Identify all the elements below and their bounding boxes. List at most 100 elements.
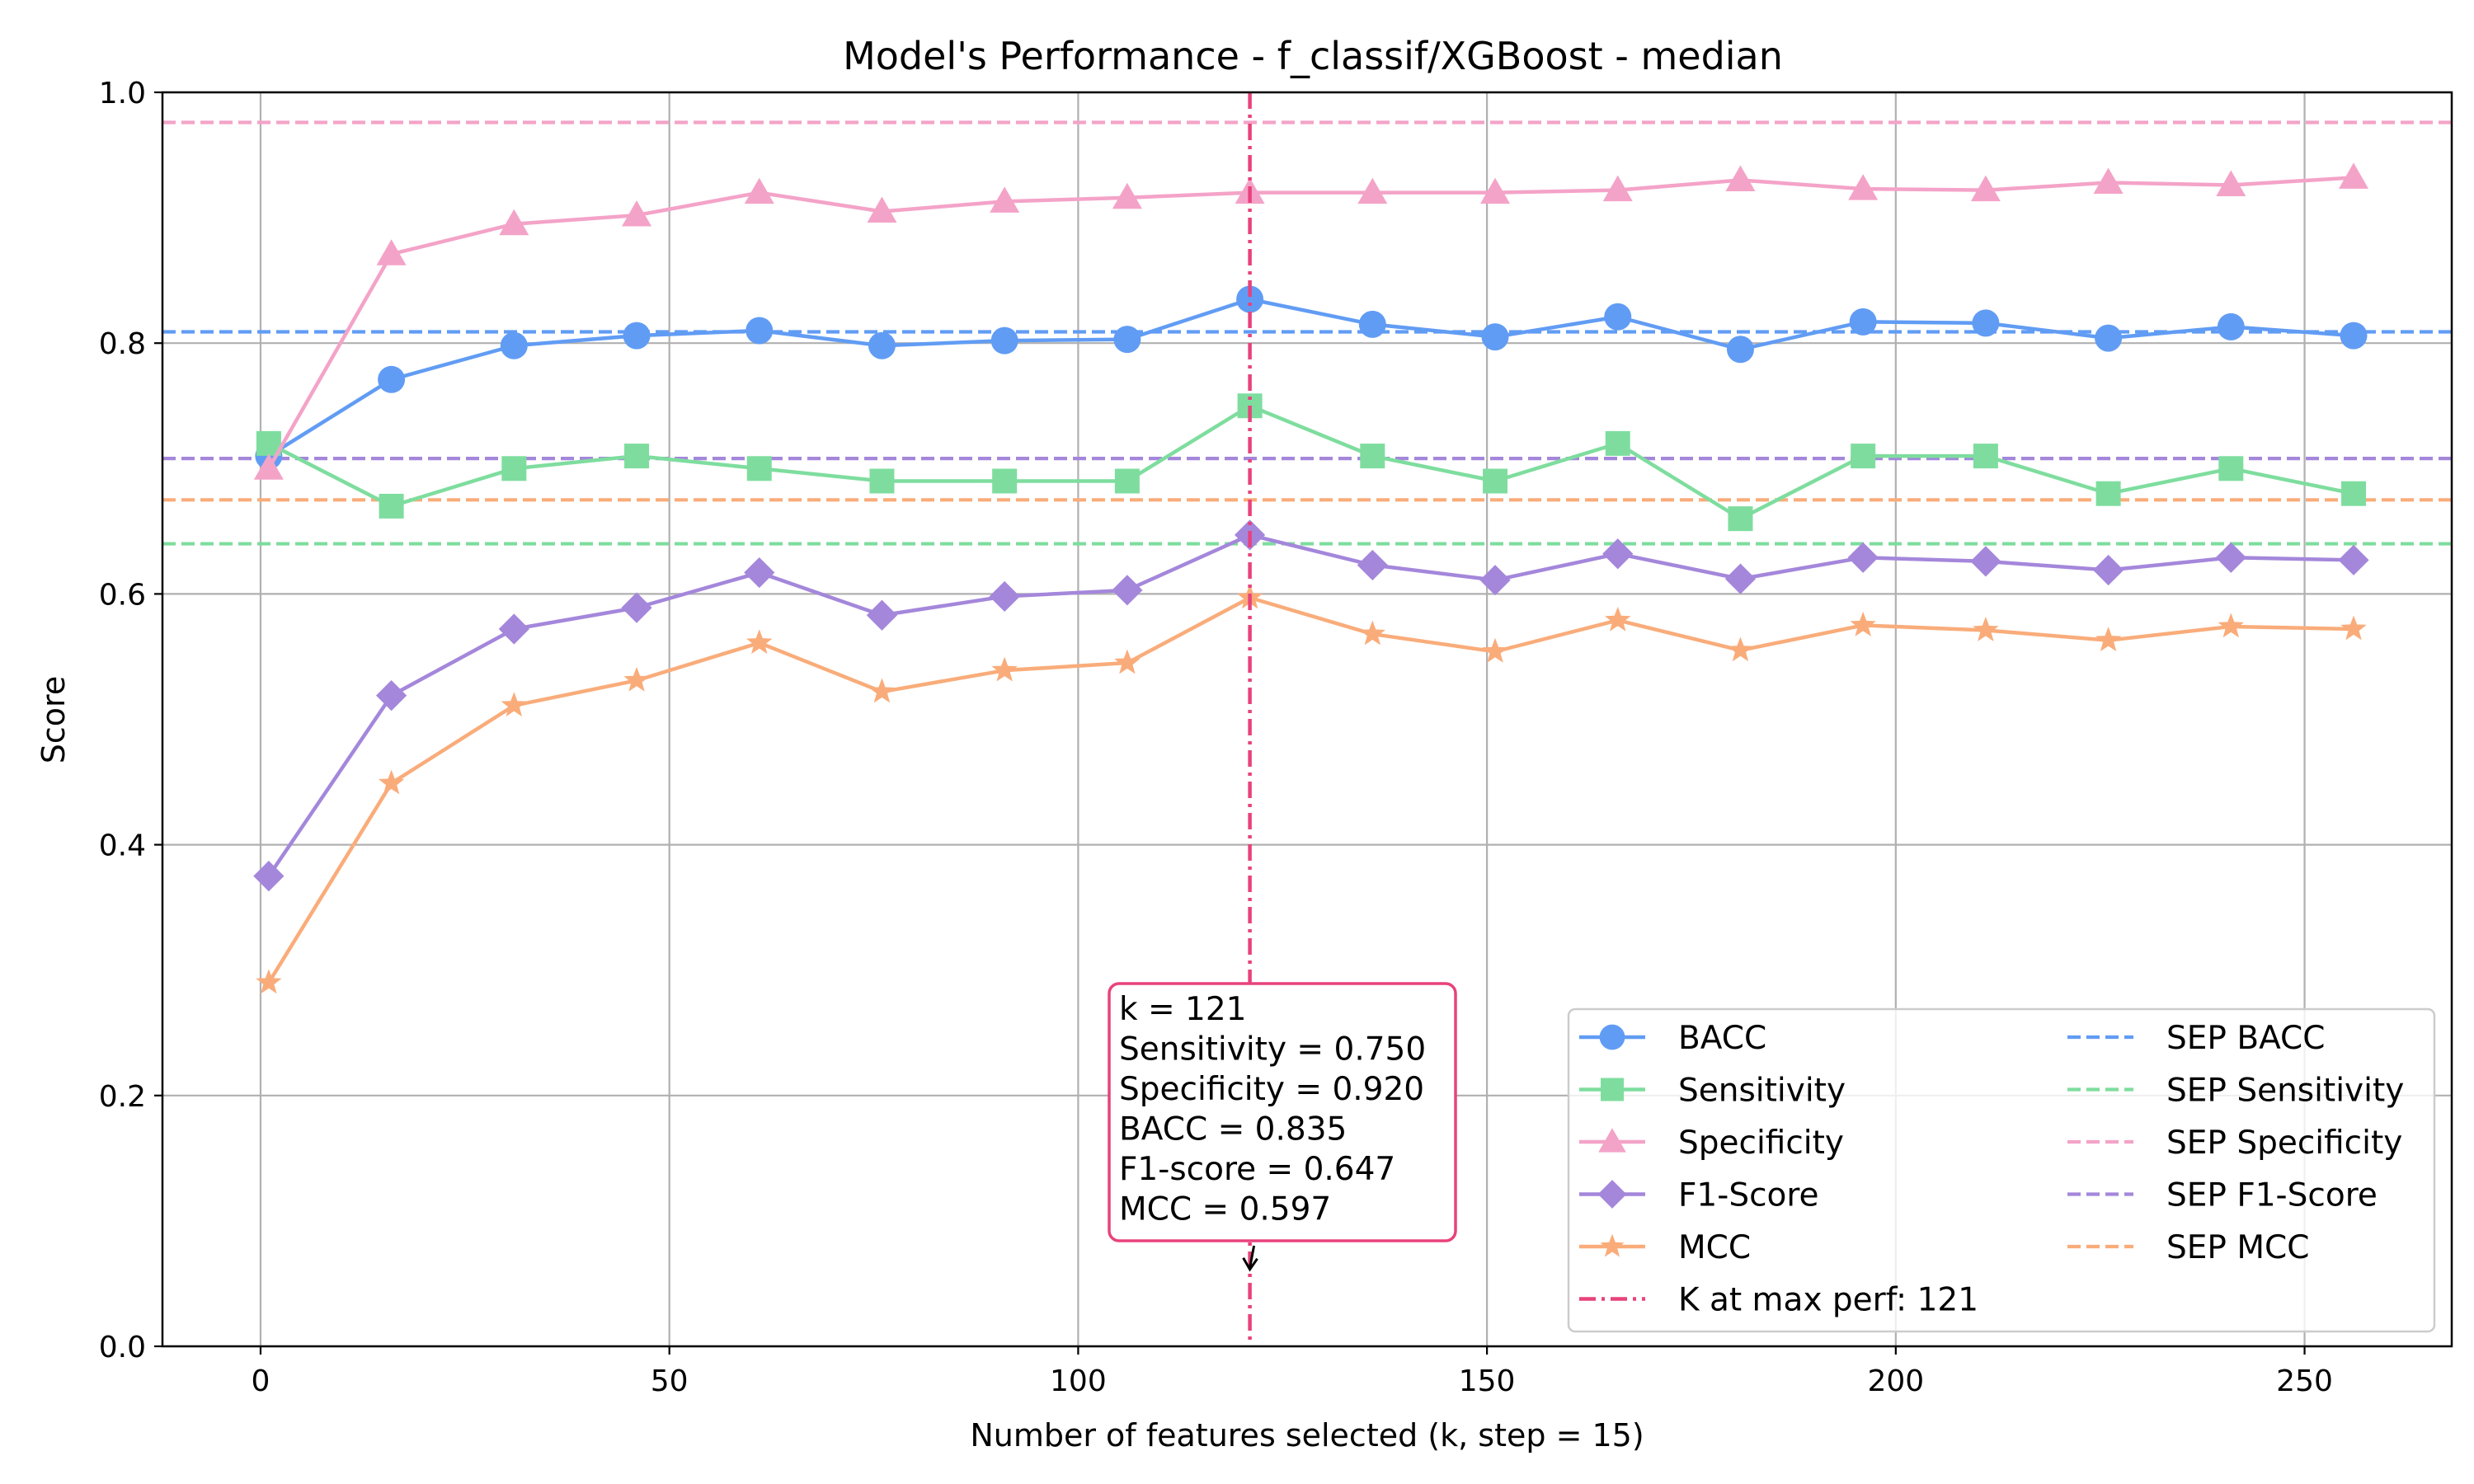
data-point-f1-score [744,556,775,589]
data-point-f1-score [1479,565,1511,596]
data-point-bacc [2217,312,2245,340]
x-tick-label: 0 [252,1364,270,1398]
chart-title: Model's Performance - f_classif/XGBoost … [843,34,1783,78]
data-point-mcc [1605,606,1631,632]
data-point-f1-score [498,613,529,645]
data-point-f1-score [1602,538,1634,570]
legend-box [1567,1007,2436,1333]
data-point-f1-score [1970,546,2001,577]
data-point-bacc [1358,310,1386,338]
data-point-specificity [744,177,774,204]
data-point-f1-score [1724,563,1757,594]
legend-label-sep-bacc: SEP BACC [2166,1020,2326,1057]
x-tick-label: 100 [1050,1364,1107,1398]
data-point-mcc [2095,627,2122,652]
series-line-sensitivity [267,404,2354,521]
annotation-line: Specificity = 0.920 [1119,1071,1424,1108]
data-point-f1-score [621,592,652,623]
y-tick-label: 0.4 [99,829,146,863]
x-tick-label: 200 [1867,1364,1924,1398]
annotation-arrow-head [1242,1256,1258,1272]
x-axis-label: Number of features selected (k, step = 1… [970,1417,1644,1453]
data-point-bacc [1604,303,1632,331]
data-point-mcc [501,692,528,717]
legend-label-specificity: Specificity [1678,1125,1844,1162]
legend-label-sep-sensitivity: SEP Sensitivity [2166,1073,2404,1110]
legend-marker-mcc [1600,1233,1625,1257]
legend-marker-bacc [1599,1024,1625,1050]
legend-label-sep-f1-score: SEP F1-Score [2166,1177,2378,1214]
annotation-line: F1-score = 0.647 [1119,1151,1395,1188]
data-point-bacc [990,326,1018,355]
data-point-specificity [990,186,1020,213]
series-bacc [255,285,2368,470]
data-point-sensitivity [1728,506,1753,532]
series-mcc [256,584,2367,994]
annotation-line: k = 121 [1119,991,1247,1028]
data-point-sensitivity [869,468,895,494]
annotation-box [1108,982,1457,1242]
annotation-line: Sensitivity = 0.750 [1119,1031,1426,1068]
data-point-specificity [867,196,897,223]
y-tick-label: 0.2 [99,1080,146,1114]
data-point-f1-score [989,580,1020,613]
data-point-f1-score [253,861,285,892]
plot-frame [161,91,2453,1348]
legend-label-sep-specificity: SEP Specificity [2166,1125,2402,1162]
series-lines [253,162,2369,994]
data-point-bacc [2340,322,2368,350]
data-point-specificity [1848,174,1879,200]
data-point-sensitivity [501,456,527,481]
data-point-sensitivity [1360,444,1385,469]
legend-label-f1-score: F1-Score [1678,1177,1819,1214]
x-tick-label: 250 [2276,1364,2333,1398]
data-point-f1-score [2215,542,2246,573]
legend-label-sep-mcc: SEP MCC [2166,1229,2309,1266]
legend-label-bacc: BACC [1678,1020,1766,1057]
legend-label-mcc: MCC [1678,1229,1751,1266]
data-point-sensitivity [2341,481,2367,506]
data-point-mcc [746,629,773,655]
data-point-sensitivity [1973,444,1998,469]
y-tick-label: 1.0 [99,77,146,110]
data-point-bacc [1972,309,2000,337]
data-point-sensitivity [1851,444,1876,469]
annotation-line: MCC = 0.597 [1119,1191,1331,1228]
legend-marker-sensitivity [1601,1078,1624,1101]
data-point-mcc [378,769,405,795]
data-point-sensitivity [379,493,404,519]
data-point-bacc [378,365,406,393]
data-point-specificity [2216,170,2246,197]
data-point-mcc [1973,617,1999,641]
series-line-specificity [266,176,2354,470]
data-point-mcc [868,678,896,703]
series-specificity [253,162,2369,480]
data-point-mcc [256,969,282,994]
y-tick-label: 0.0 [99,1331,146,1364]
data-point-sensitivity [2095,481,2121,506]
series-line-bacc [267,297,2354,458]
data-point-sensitivity [746,456,772,481]
data-point-specificity [1112,182,1142,209]
reference-lines [162,120,2452,546]
data-point-f1-score [1357,549,1388,581]
data-point-mcc [1359,620,1386,646]
data-point-sensitivity [1483,468,1508,494]
data-point-sensitivity [1114,468,1140,494]
data-point-specificity [1602,175,1633,202]
data-point-specificity [499,209,529,236]
data-point-bacc [2095,324,2123,352]
data-point-bacc [1726,336,1754,364]
data-point-mcc [991,656,1018,682]
data-point-f1-score [866,599,898,631]
x-tick-label: 50 [651,1364,689,1398]
legend-label-sensitivity: Sensitivity [1678,1073,1846,1110]
data-point-bacc [1113,326,1141,354]
data-point-specificity [253,453,284,480]
data-point-specificity [2339,162,2369,189]
data-point-specificity [622,200,652,227]
data-point-specificity [1725,165,1756,191]
data-point-bacc [1849,308,1877,336]
